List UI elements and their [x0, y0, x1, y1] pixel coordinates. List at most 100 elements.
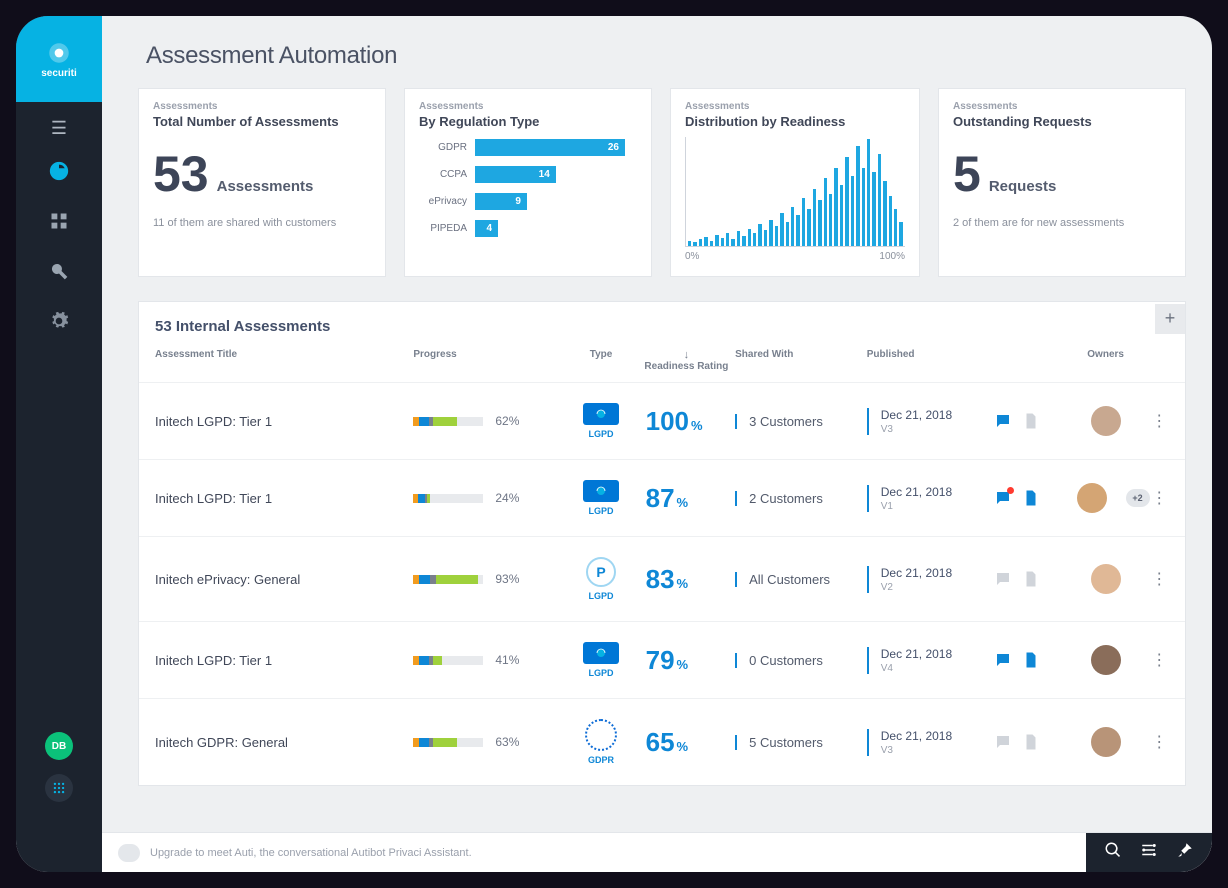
nav-icon-modules[interactable]	[47, 209, 71, 233]
comment-icon[interactable]	[994, 412, 1012, 430]
brand-logo[interactable]: securiti	[16, 16, 102, 102]
regulation-bars: GDPR26CCPA14ePrivacy9PIPEDA4	[419, 139, 637, 237]
card-distribution: Assessments Distribution by Readiness 0%…	[670, 88, 920, 277]
row-title: Initech LGPD: Tier 1	[155, 653, 413, 668]
progress-bar	[413, 656, 483, 665]
col-title[interactable]: Assessment Title	[155, 349, 413, 372]
owner-avatar[interactable]	[1091, 645, 1121, 675]
readiness-value: 83%	[638, 564, 736, 595]
outstanding-number: 5	[953, 145, 981, 203]
table-row[interactable]: Initech ePrivacy: General 93% PLGPD 83% …	[139, 537, 1185, 622]
type-badge-flag	[583, 642, 619, 664]
nav-icon-settings[interactable]	[47, 309, 71, 333]
row-menu-icon[interactable]: ⋮	[1150, 488, 1170, 508]
readiness-value: 100%	[638, 406, 736, 437]
dist-bar	[748, 229, 751, 246]
table-row[interactable]: Initech LGPD: Tier 1 24% LGPD 87% 2 Cust…	[139, 460, 1185, 537]
nav-icon-radar[interactable]	[47, 159, 71, 183]
menu-toggle-icon[interactable]: ☰	[51, 118, 67, 139]
row-menu-icon[interactable]: ⋮	[1150, 569, 1170, 589]
progress-pct: 24%	[495, 491, 519, 505]
sidebar-bottom: DB	[45, 732, 73, 802]
row-menu-icon[interactable]: ⋮	[1150, 650, 1170, 670]
col-type[interactable]: Type	[565, 349, 638, 372]
col-shared[interactable]: Shared With	[735, 349, 867, 372]
col-published[interactable]: Published	[867, 349, 994, 372]
card-label: Assessments	[953, 101, 1171, 112]
col-progress[interactable]: Progress	[413, 349, 564, 372]
readiness-value: 79%	[638, 645, 736, 676]
upgrade-banner[interactable]: Upgrade to meet Auti, the conversational…	[102, 844, 1086, 862]
dist-bar	[899, 222, 902, 246]
app-frame: securiti ☰ DB Assessment Automation Asse…	[16, 16, 1212, 872]
dist-bar	[878, 154, 881, 246]
published-date: Dec 21, 2018	[881, 647, 994, 661]
tools-icon[interactable]	[1176, 841, 1194, 864]
col-owners[interactable]: Owners	[1062, 349, 1150, 372]
type-badge-circle: P	[586, 557, 616, 587]
bottom-bar: Upgrade to meet Auti, the conversational…	[102, 832, 1212, 872]
document-icon[interactable]	[1022, 651, 1040, 669]
dist-bar	[834, 168, 837, 246]
published-version: V3	[881, 745, 994, 756]
bar-label: GDPR	[419, 142, 467, 153]
card-total-assessments: Assessments Total Number of Assessments …	[138, 88, 386, 277]
row-menu-icon[interactable]: ⋮	[1150, 411, 1170, 431]
type-label: GDPR	[565, 755, 638, 765]
document-icon[interactable]	[1022, 570, 1040, 588]
document-icon[interactable]	[1022, 733, 1040, 751]
table-header-row: Assessment Title Progress Type ↓Readines…	[139, 335, 1185, 383]
owner-avatar[interactable]	[1091, 727, 1121, 757]
dist-bar	[851, 176, 854, 246]
comment-icon[interactable]	[994, 489, 1012, 507]
comment-icon[interactable]	[994, 733, 1012, 751]
col-readiness[interactable]: ↓Readiness Rating	[638, 349, 736, 372]
dist-bar	[786, 222, 789, 246]
dist-bar	[856, 146, 859, 246]
brand-name: securiti	[41, 68, 77, 79]
table-row[interactable]: Initech GDPR: General 63% GDPR 65% 5 Cus…	[139, 699, 1185, 785]
document-icon[interactable]	[1022, 489, 1040, 507]
table-row[interactable]: Initech LGPD: Tier 1 62% LGPD 100% 3 Cus…	[139, 383, 1185, 460]
filter-icon[interactable]	[1140, 841, 1158, 864]
progress-bar	[413, 575, 483, 584]
search-icon[interactable]	[1104, 841, 1122, 864]
document-icon[interactable]	[1022, 412, 1040, 430]
table-heading: 53 Internal Assessments	[155, 318, 330, 335]
dist-bar	[769, 220, 772, 246]
progress-pct: 41%	[495, 653, 519, 667]
app-switcher-icon[interactable]	[45, 774, 73, 802]
type-badge-eu	[585, 719, 617, 751]
card-outstanding: Assessments Outstanding Requests 5 Reque…	[938, 88, 1186, 277]
dist-bar	[688, 241, 691, 246]
owner-avatar[interactable]	[1077, 483, 1107, 513]
owners-more[interactable]: +2	[1126, 489, 1150, 507]
card-label: Assessments	[419, 101, 637, 112]
bar-label: PIPEDA	[419, 223, 467, 234]
chat-icon	[118, 844, 140, 862]
type-label: LGPD	[565, 506, 638, 516]
main-content: Assessment Automation Assessments Total …	[102, 16, 1212, 872]
comment-icon[interactable]	[994, 651, 1012, 669]
add-assessment-button[interactable]: +	[1155, 304, 1185, 334]
comment-icon[interactable]	[994, 570, 1012, 588]
row-title: Initech LGPD: Tier 1	[155, 491, 413, 506]
dist-bar	[889, 196, 892, 246]
published-version: V3	[881, 424, 994, 435]
owner-avatar[interactable]	[1091, 406, 1121, 436]
published-date: Dec 21, 2018	[881, 485, 994, 499]
regulation-bar-row: GDPR26	[419, 139, 637, 156]
bar-label: CCPA	[419, 169, 467, 180]
table-row[interactable]: Initech LGPD: Tier 1 41% LGPD 79% 0 Cust…	[139, 622, 1185, 699]
row-menu-icon[interactable]: ⋮	[1150, 732, 1170, 752]
user-avatar-badge[interactable]: DB	[45, 732, 73, 760]
dist-bar	[862, 168, 865, 246]
nav-icon-wrench[interactable]	[47, 259, 71, 283]
dist-bar	[715, 235, 718, 246]
owner-avatar[interactable]	[1091, 564, 1121, 594]
dist-bar	[802, 198, 805, 246]
dist-bar	[780, 213, 783, 246]
card-label: Assessments	[685, 101, 905, 112]
dist-bar	[753, 233, 756, 246]
card-label: Assessments	[153, 101, 371, 112]
